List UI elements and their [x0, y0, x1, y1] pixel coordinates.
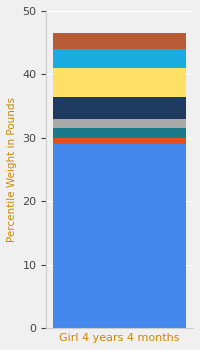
Bar — [53, 49, 186, 68]
Bar — [53, 144, 186, 328]
Bar — [53, 33, 186, 49]
Y-axis label: Percentile Weight in Pounds: Percentile Weight in Pounds — [7, 97, 17, 242]
Bar — [53, 68, 186, 97]
Bar — [53, 128, 186, 138]
Bar — [53, 138, 186, 144]
Bar — [53, 97, 186, 119]
Bar — [53, 119, 186, 128]
